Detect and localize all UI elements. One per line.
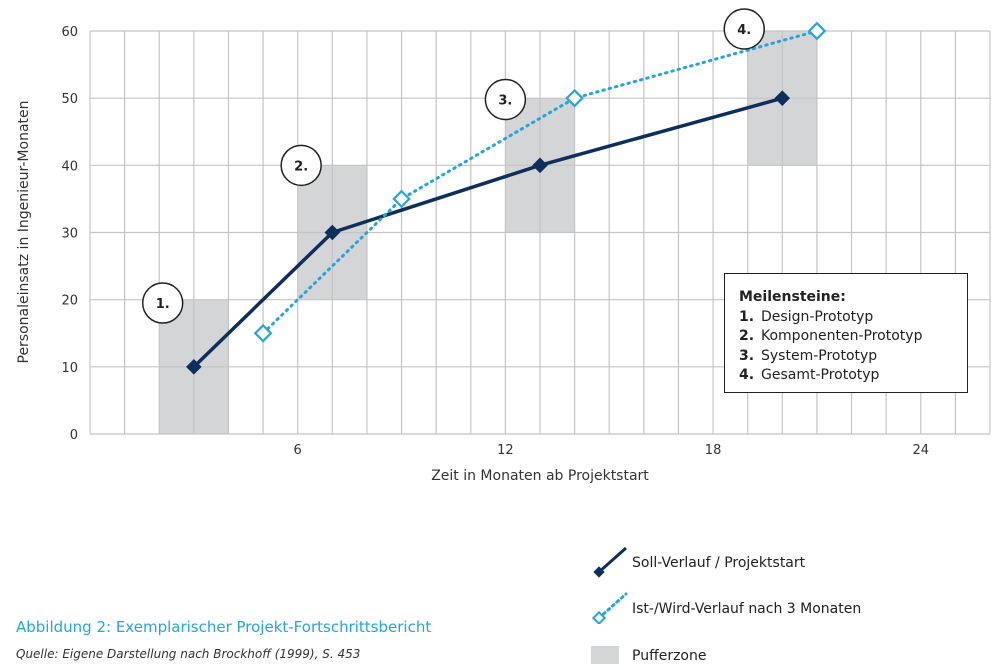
milestone-markers: 1. 2. 3. 4. [141, 8, 765, 324]
x-tick-label: 6 [294, 443, 302, 458]
milestone-legend-item: 1. Design-Prototyp [739, 308, 874, 325]
tick-labels: 0 10 20 30 40 50 60 6 12 18 24 [61, 25, 929, 458]
x-tick-label: 18 [705, 443, 722, 458]
figure-caption: Abbildung 2: Exemplarischer Projekt-Fort… [16, 618, 432, 636]
x-tick-label: 24 [912, 443, 929, 458]
legend-item-ist: Ist-/Wird-Verlauf nach 3 Monaten [590, 590, 990, 624]
soll-point [532, 157, 548, 174]
milestones-legend-title: Meilensteine: [739, 289, 846, 305]
series-legend: Soll-Verlauf / Projektstart Ist-/Wird-Ve… [590, 540, 990, 670]
y-tick-label: 10 [61, 361, 78, 376]
milestone-legend-item: 3. System-Prototyp [739, 347, 878, 364]
milestone-label: 2. [294, 159, 308, 174]
legend-swatch-soll [593, 546, 627, 578]
milestone-circle [280, 144, 322, 187]
soll-point [186, 359, 202, 375]
ist-point [807, 21, 827, 41]
milestone-circle [484, 78, 527, 121]
milestones-legend: Meilensteine: 1. Design-Prototyp 2. Kompon… [724, 273, 968, 393]
milestone-label: 4. [737, 23, 751, 38]
ist-point [253, 323, 273, 343]
ist-line [261, 29, 819, 335]
milestone-label: 3. [498, 94, 512, 109]
milestone-circle [141, 282, 184, 324]
legend-swatch-puffer [591, 646, 619, 664]
y-tick-label: 40 [61, 159, 78, 174]
legend-swatch-ist [591, 592, 628, 624]
legend-item-soll: Soll-Verlauf / Projektstart [590, 544, 990, 578]
ist-point [392, 189, 411, 209]
soll-point [324, 224, 341, 241]
y-axis-label: Personaleinsatz in Ingenieur-Monaten [16, 101, 32, 364]
milestone-legend-item: 2. Komponenten-Prototyp [739, 328, 923, 344]
series [186, 21, 827, 375]
soll-line [192, 96, 783, 369]
soll-point [774, 90, 791, 106]
y-tick-label: 20 [61, 294, 78, 309]
x-tick-label: 12 [497, 443, 514, 458]
milestone-circle [723, 8, 765, 50]
legend-item-puffer: Pufferzone [590, 640, 990, 670]
x-axis-label: Zeit in Monaten ab Projektstart [431, 468, 649, 484]
milestone-legend-item: 4. Gesamt-Prototyp [739, 367, 880, 383]
y-tick-label: 0 [70, 428, 78, 443]
ist-point [565, 88, 584, 108]
y-tick-label: 50 [61, 92, 78, 107]
y-tick-label: 30 [61, 227, 78, 242]
figure-source: Quelle: Eigene Darstellung nach Brockhof… [16, 647, 361, 661]
y-tick-label: 60 [61, 25, 78, 40]
milestone-label: 1. [156, 297, 170, 312]
